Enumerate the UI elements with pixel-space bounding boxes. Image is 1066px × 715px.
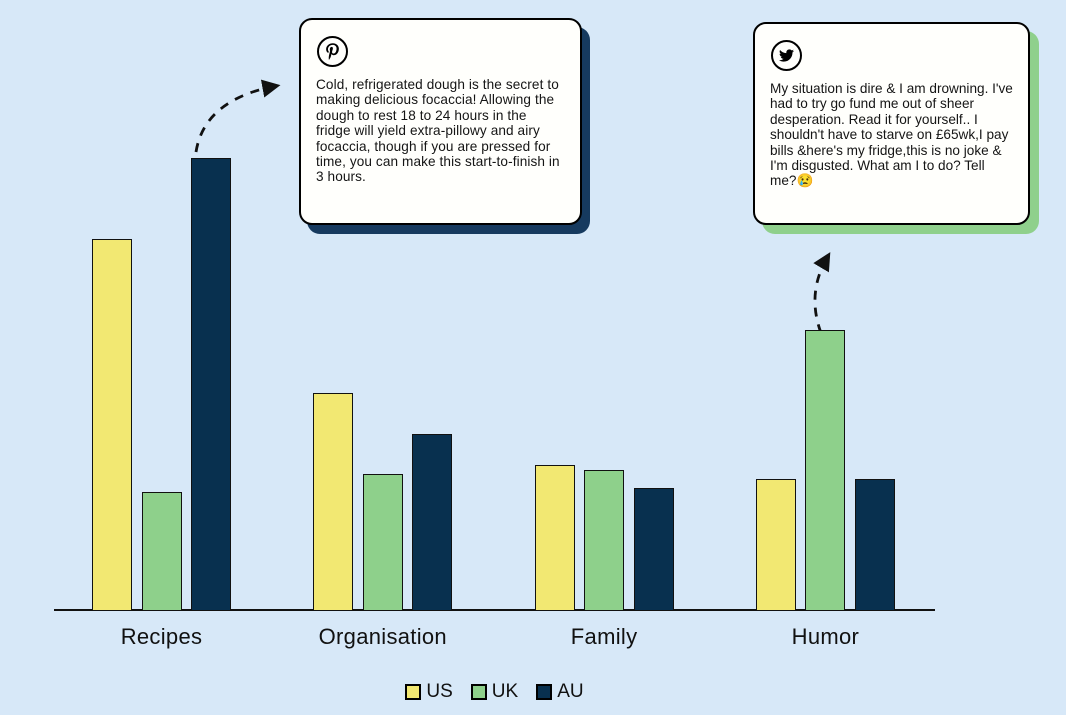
legend-label-uk: UK [491,681,519,702]
pinterest-arrow [194,79,281,153]
pinterest-callout-text: Cold, refrigerated dough is the secret t… [316,77,560,185]
legend-item-au: AU [536,681,584,703]
bar-organisation-uk [362,474,403,610]
twitter-icon [771,40,802,71]
bar-family-uk [584,470,625,610]
twitter-callout-text: My situation is dire & I am drowning. I'… [770,81,1013,189]
legend-label-us: US [426,681,453,702]
legend-swatch-uk [470,684,487,700]
bar-organisation-us [313,393,354,610]
legend-swatch-au [536,684,553,700]
bar-organisation-au [412,434,453,610]
twitter-arrow [813,252,831,334]
category-label-recipes: Recipes [120,624,203,649]
pinterest-callout: Cold, refrigerated dough is the secret t… [299,18,582,225]
bar-humor-uk [805,330,846,610]
legend-swatch-us [405,684,422,700]
category-label-family: Family [570,624,638,649]
bar-humor-us [755,479,796,610]
bar-recipes-au [191,158,231,610]
bar-family-us [534,465,575,610]
bar-humor-au [854,479,895,610]
legend-item-us: US [405,681,453,703]
category-label-humor: Humor [791,624,860,649]
x-axis-line [54,609,935,611]
legend-item-uk: UK [470,681,519,703]
bar-family-au [633,488,674,610]
bar-recipes-us [92,239,132,610]
pinterest-icon [317,36,348,67]
twitter-callout: My situation is dire & I am drowning. I'… [753,22,1030,225]
legend: US UK AU [54,681,935,703]
category-label-organisation: Organisation [318,624,447,649]
legend-label-au: AU [557,681,584,702]
bar-recipes-uk [141,492,182,610]
